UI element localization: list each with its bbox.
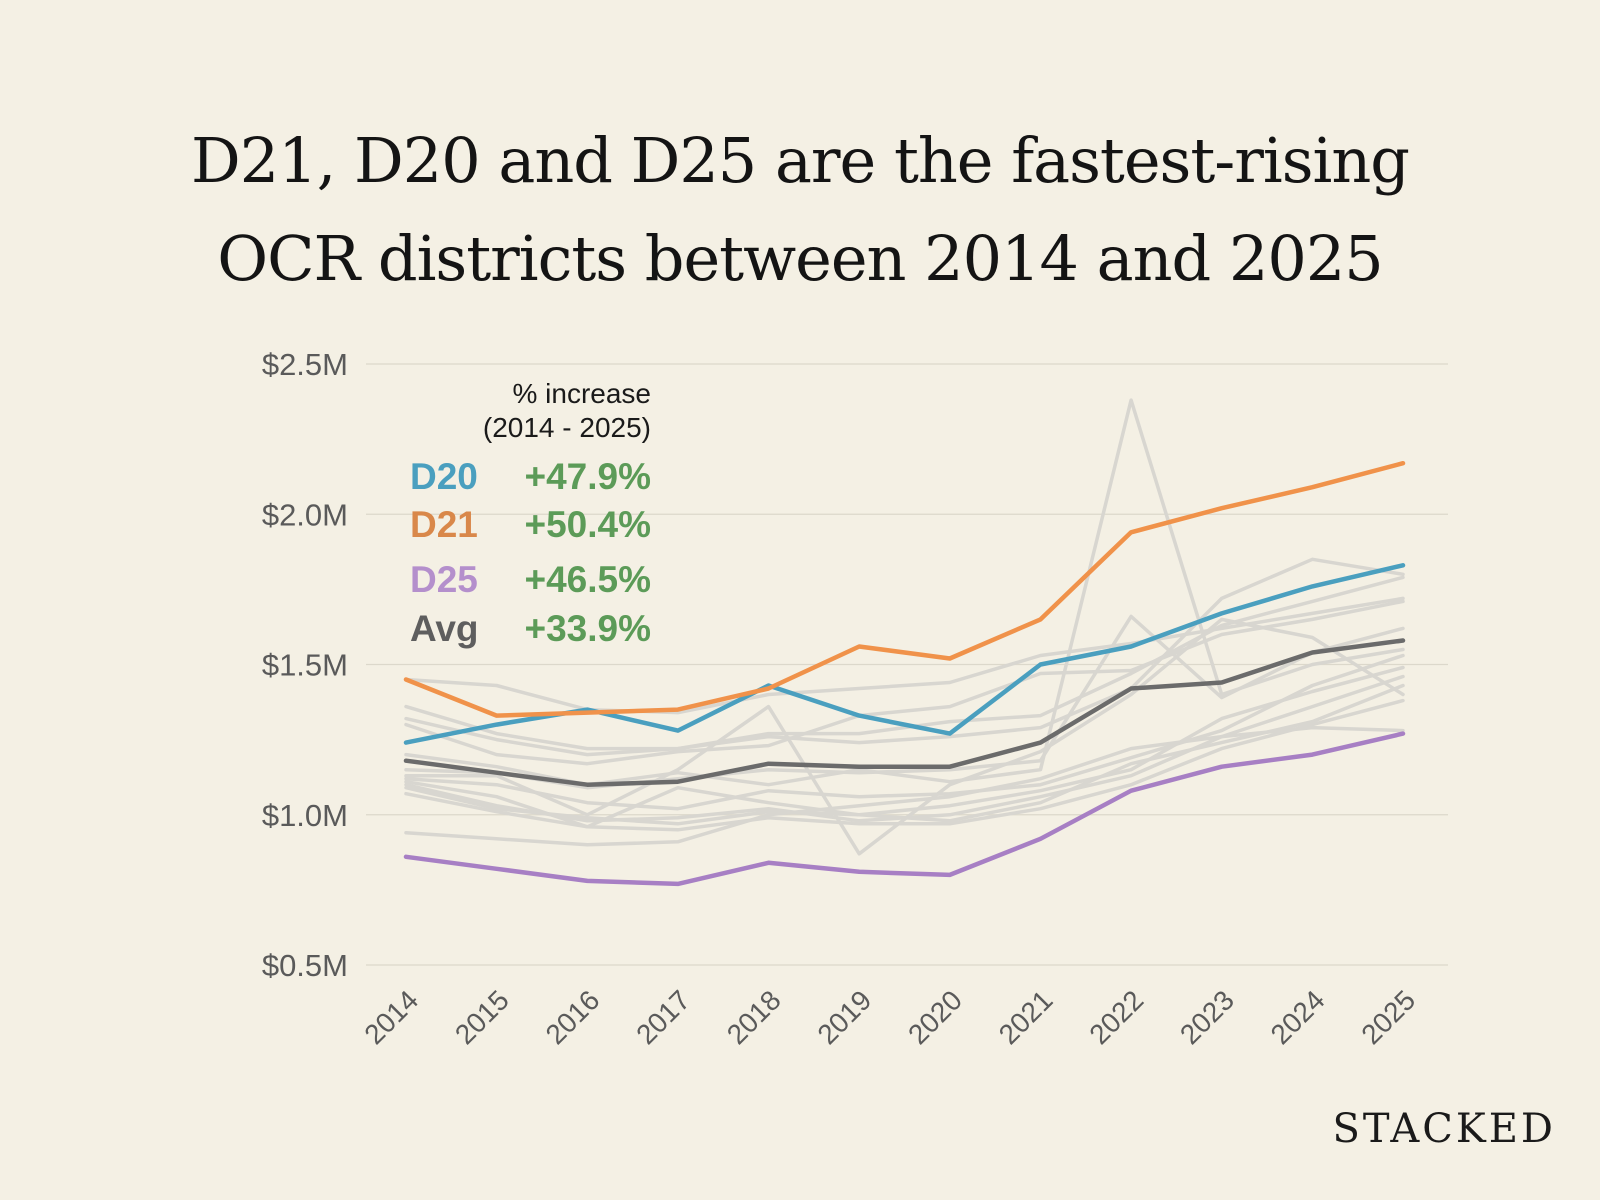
legend-name-avg: Avg bbox=[410, 608, 479, 649]
legend-value-d21: +50.4% bbox=[524, 504, 651, 545]
y-tick-label: $1.5M bbox=[262, 648, 348, 683]
x-tick-label: 2021 bbox=[993, 984, 1059, 1050]
legend-value-d20: +47.9% bbox=[524, 456, 651, 497]
x-tick-label: 2025 bbox=[1355, 984, 1421, 1050]
highlighted-series-lines bbox=[403, 460, 1406, 887]
background-series-line bbox=[404, 557, 1405, 757]
x-tick-label: 2019 bbox=[811, 984, 877, 1050]
x-tick-label: 2024 bbox=[1265, 984, 1331, 1050]
y-tick-label: $2.0M bbox=[262, 497, 348, 532]
chart-title: D21, D20 and D25 are the fastest-rising … bbox=[0, 112, 1600, 308]
series-line-d25 bbox=[403, 731, 1406, 887]
x-tick-label: 2018 bbox=[721, 984, 787, 1050]
x-tick-label: 2015 bbox=[449, 984, 515, 1050]
y-axis-ticks: $2.5M $2.0M $1.5M $1.0M $0.5M bbox=[262, 347, 348, 983]
background-series-line bbox=[404, 653, 1405, 811]
legend-value-avg: +33.9% bbox=[524, 608, 651, 649]
x-tick-label: 2023 bbox=[1174, 984, 1240, 1050]
background-series-line bbox=[404, 614, 1405, 790]
y-tick-label: $1.0M bbox=[262, 798, 348, 833]
x-tick-label: 2020 bbox=[902, 984, 968, 1050]
y-tick-label: $2.5M bbox=[262, 347, 348, 382]
background-series-line bbox=[404, 698, 1405, 832]
x-axis-ticks: 2014 2015 2016 2017 2018 2019 2020 2021 2022 2023… bbox=[358, 984, 1421, 1050]
chart-title-line-2: OCR districts between 2014 and 2025 bbox=[217, 222, 1384, 295]
y-tick-label: $0.5M bbox=[262, 948, 348, 983]
chart-title-line-1: D21, D20 and D25 are the fastest-rising bbox=[191, 124, 1410, 197]
x-tick-label: 2017 bbox=[630, 984, 696, 1050]
series-line-avg bbox=[403, 638, 1406, 787]
legend: % increase (2014 - 2025) D20 +47.9% D21 +50… bbox=[410, 378, 651, 649]
background-series-line bbox=[404, 599, 1405, 766]
legend-title-line-1: % increase bbox=[512, 378, 651, 409]
legend-name-d25: D25 bbox=[410, 559, 478, 600]
series-line-d21 bbox=[403, 460, 1406, 718]
legend-value-d25: +46.5% bbox=[524, 559, 651, 600]
x-tick-label: 2014 bbox=[358, 984, 424, 1050]
brand-logo: STACKED bbox=[1332, 1106, 1556, 1152]
background-series-line bbox=[404, 596, 1405, 715]
legend-title-line-2: (2014 - 2025) bbox=[483, 412, 651, 443]
legend-name-d20: D20 bbox=[410, 456, 478, 497]
legend-name-d21: D21 bbox=[410, 504, 478, 545]
background-series-line bbox=[404, 665, 1405, 829]
background-district-lines bbox=[404, 398, 1405, 856]
x-tick-label: 2022 bbox=[1083, 984, 1149, 1050]
background-series-line bbox=[404, 683, 1405, 826]
x-tick-label: 2016 bbox=[540, 984, 606, 1050]
background-series-line bbox=[404, 725, 1405, 847]
